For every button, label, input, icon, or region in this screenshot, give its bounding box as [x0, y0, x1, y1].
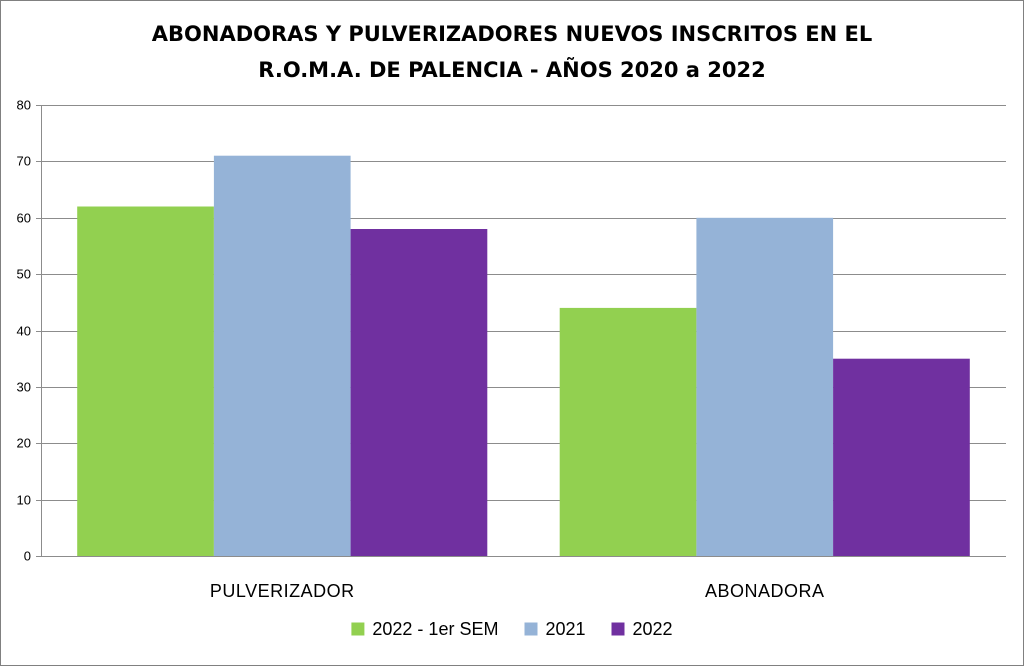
bar-pulverizador-2022	[350, 229, 488, 556]
legend-label: 2022	[633, 619, 673, 639]
legend-label: 2021	[546, 619, 586, 639]
y-tick-label: 60	[17, 211, 31, 226]
y-tick-label: 30	[17, 380, 31, 395]
y-tick-label: 40	[17, 324, 31, 339]
bar-abonadora-2022-1er-sem	[559, 307, 697, 556]
x-category-label: PULVERIZADOR	[210, 581, 355, 601]
y-tick-label: 10	[17, 493, 31, 508]
x-axis-categories: PULVERIZADOR ABONADORA	[210, 581, 825, 601]
bars	[77, 155, 970, 557]
bar-abonadora-2022	[833, 358, 970, 556]
legend-item: 2022	[611, 619, 673, 639]
bar-pulverizador-2022-1er-sem	[77, 206, 214, 556]
chart-title: ABONADORAS Y PULVERIZADORES NUEVOS INSCR…	[152, 22, 872, 82]
y-tick-label: 20	[17, 436, 31, 451]
chart-title-line-1: ABONADORAS Y PULVERIZADORES NUEVOS INSCR…	[152, 22, 872, 46]
legend-swatch	[611, 622, 625, 636]
y-axis-ticks: 0 10 20 30 40 50 60 70 80	[17, 98, 41, 564]
y-tick-label: 50	[17, 267, 31, 282]
axes	[41, 105, 1006, 557]
x-category-label: ABONADORA	[705, 581, 825, 601]
y-tick-label: 80	[17, 98, 31, 113]
y-tick-label: 0	[24, 549, 31, 564]
legend-item: 2022 - 1er SEM	[351, 619, 498, 639]
legend: 2022 - 1er SEM 2021 2022	[351, 619, 673, 639]
chart-title-line-2: R.O.M.A. DE PALENCIA - AÑOS 2020 a 2022	[258, 57, 765, 82]
bar-abonadora-2021	[696, 217, 834, 557]
bar-pulverizador-2021	[213, 155, 351, 556]
legend-swatch	[351, 622, 365, 636]
legend-item: 2021	[524, 619, 586, 639]
legend-label: 2022 - 1er SEM	[372, 619, 498, 639]
legend-swatch	[524, 622, 538, 636]
y-tick-label: 70	[17, 154, 31, 169]
